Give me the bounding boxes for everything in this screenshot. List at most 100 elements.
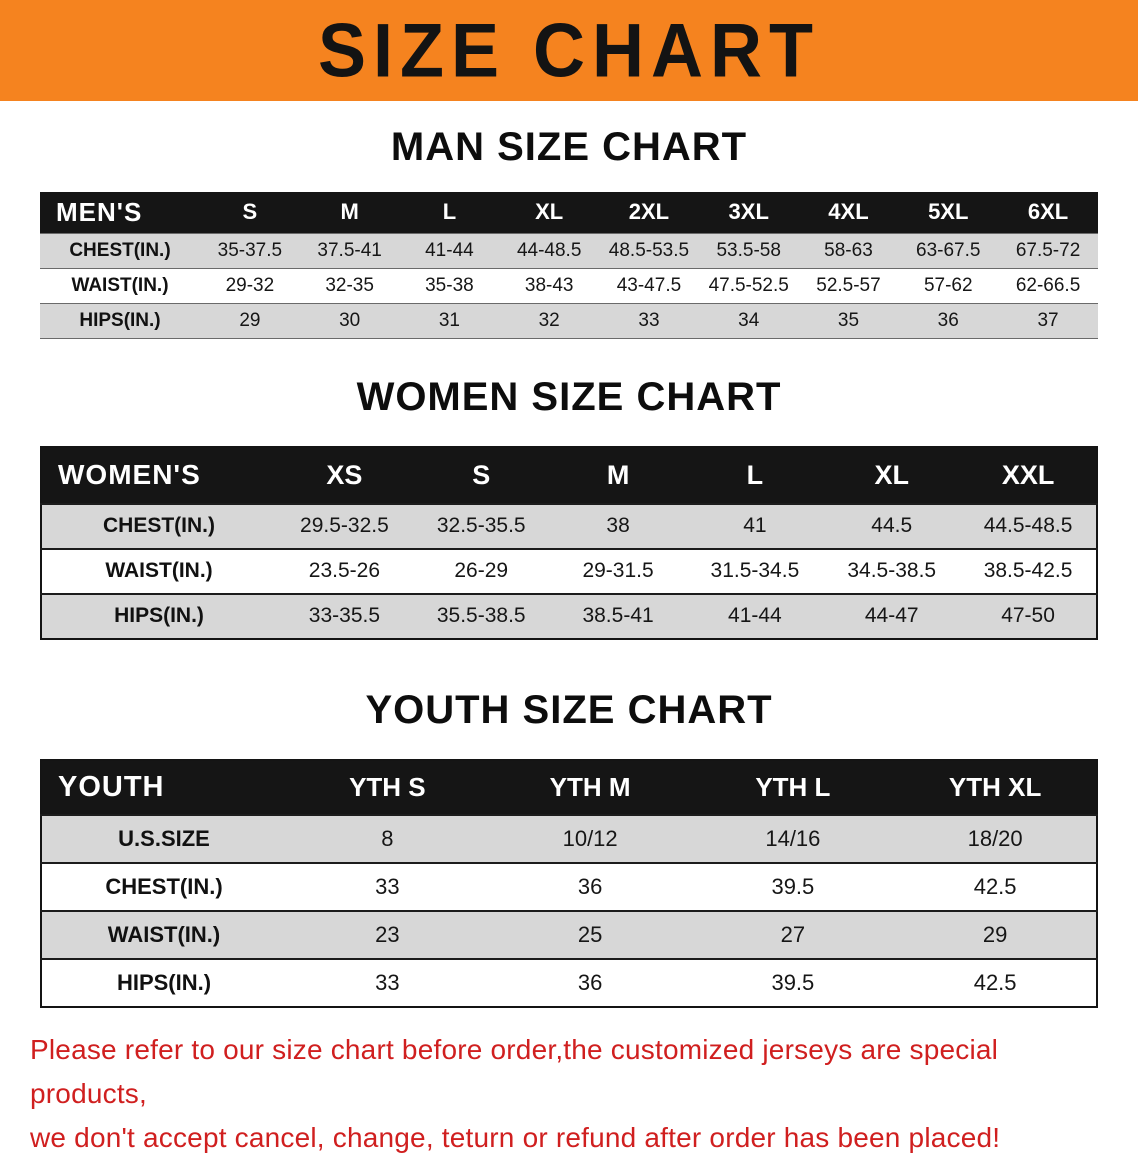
size-value-cell: 62-66.5: [998, 267, 1098, 303]
measurement-row-label: CHEST(IN.): [41, 502, 276, 549]
size-table-row: CHEST(IN.) 29.5-32.5 32.5-35.5 38 41 44.5 44.5…: [41, 502, 1097, 549]
size-table-corner-label: YOUTH: [41, 759, 286, 815]
measurement-row-label: HIPS(IN.): [41, 592, 276, 639]
size-value-cell: 58-63: [798, 232, 899, 268]
measurement-row-label: HIPS(IN.): [41, 957, 286, 1007]
size-column-header: YTH XL: [894, 759, 1097, 815]
size-column-header: XL: [823, 446, 961, 504]
size-value-cell: 29: [200, 302, 300, 339]
size-column-header: 3XL: [698, 192, 799, 233]
size-column-header: YTH M: [488, 759, 692, 815]
size-value-cell: 32: [499, 302, 600, 339]
size-value-cell: 30: [299, 302, 400, 339]
women-size-chart-section: WOMEN SIZE CHART WOMEN'S XS S M L XL XXL CHEST(…: [0, 375, 1138, 640]
size-value-cell: 41-44: [686, 592, 824, 639]
size-column-header: S: [200, 192, 300, 233]
size-column-header: XS: [276, 446, 413, 504]
size-value-cell: 33: [286, 861, 489, 911]
size-value-cell: 67.5-72: [998, 232, 1098, 268]
youth-size-chart-section: YOUTH SIZE CHART YOUTH YTH S YTH M YTH L YTH…: [0, 688, 1138, 1008]
page-title: SIZE CHART: [318, 8, 820, 93]
size-column-header: YTH S: [286, 759, 489, 815]
size-table-row: HIPS(IN.) 33 36 39.5 42.5: [41, 957, 1097, 1007]
size-value-cell: 36: [488, 957, 692, 1007]
size-value-cell: 31: [399, 302, 500, 339]
man-size-chart-heading: MAN SIZE CHART: [390, 125, 748, 169]
size-value-cell: 38.5-41: [549, 592, 687, 639]
size-value-cell: 57-62: [898, 267, 999, 303]
measurement-row-label: WAIST(IN.): [41, 909, 286, 959]
size-column-header: L: [399, 192, 500, 233]
size-value-cell: 29.5-32.5: [276, 502, 413, 549]
measurement-row-label: WAIST(IN.): [40, 267, 200, 303]
size-value-cell: 48.5-53.5: [599, 232, 699, 268]
measurement-row-label: U.S.SIZE: [41, 813, 286, 863]
size-table-corner-label: MEN'S: [40, 192, 200, 233]
size-table-row: WAIST(IN.) 23.5-26 26-29 29-31.5 31.5-34.5 34…: [41, 547, 1097, 594]
size-value-cell: 33-35.5: [276, 592, 413, 639]
size-table-row: HIPS(IN.) 29 30 31 32 33 34 35 36 37: [40, 302, 1098, 339]
measurement-row-label: HIPS(IN.): [40, 302, 200, 339]
size-table-header-row: MEN'S S M L XL 2XL 3XL 4XL 5XL 6XL: [40, 192, 1098, 233]
size-value-cell: 32-35: [299, 267, 400, 303]
size-value-cell: 42.5: [894, 861, 1097, 911]
size-value-cell: 25: [488, 909, 692, 959]
size-value-cell: 27: [691, 909, 895, 959]
measurement-row-label: WAIST(IN.): [41, 547, 276, 594]
size-value-cell: 38-43: [499, 267, 600, 303]
size-value-cell: 31.5-34.5: [686, 547, 824, 594]
size-value-cell: 38.5-42.5: [960, 547, 1097, 594]
size-chart-banner: SIZE CHART: [0, 0, 1138, 101]
size-table-row: CHEST(IN.) 33 36 39.5 42.5: [41, 861, 1097, 911]
size-value-cell: 44.5: [823, 502, 961, 549]
size-value-cell: 44-47: [823, 592, 961, 639]
size-value-cell: 29-32: [200, 267, 300, 303]
size-value-cell: 23.5-26: [276, 547, 413, 594]
women-size-chart-heading: WOMEN SIZE CHART: [356, 374, 782, 419]
size-column-header: XL: [499, 192, 600, 233]
size-table-row: WAIST(IN.) 23 25 27 29: [41, 909, 1097, 959]
size-column-header: S: [412, 446, 550, 504]
size-value-cell: 26-29: [412, 547, 550, 594]
size-table-row: HIPS(IN.) 33-35.5 35.5-38.5 38.5-41 41-44 44-…: [41, 592, 1097, 639]
size-value-cell: 42.5: [894, 957, 1097, 1007]
measurement-row-label: CHEST(IN.): [40, 232, 200, 268]
size-value-cell: 41: [686, 502, 824, 549]
size-value-cell: 35-37.5: [200, 232, 300, 268]
disclaimer-line-1: Please refer to our size chart before or…: [30, 1033, 999, 1109]
size-value-cell: 34: [698, 302, 799, 339]
size-value-cell: 14/16: [691, 813, 895, 863]
size-value-cell: 47-50: [960, 592, 1097, 639]
size-table-corner-label: WOMEN'S: [41, 446, 276, 504]
size-value-cell: 35: [798, 302, 899, 339]
size-value-cell: 33: [286, 957, 489, 1007]
size-value-cell: 34.5-38.5: [823, 547, 961, 594]
size-value-cell: 41-44: [399, 232, 500, 268]
size-column-header: XXL: [960, 446, 1097, 504]
size-value-cell: 29: [894, 909, 1097, 959]
size-table-row: WAIST(IN.) 29-32 32-35 35-38 38-43 43-47.5 47.…: [40, 267, 1098, 303]
size-column-header: YTH L: [691, 759, 895, 815]
size-value-cell: 37: [998, 302, 1098, 339]
size-value-cell: 35-38: [399, 267, 500, 303]
size-table-row: U.S.SIZE 8 10/12 14/16 18/20: [41, 813, 1097, 863]
size-column-header: M: [549, 446, 687, 504]
size-value-cell: 29-31.5: [549, 547, 687, 594]
size-value-cell: 23: [286, 909, 489, 959]
disclaimer-note: Please refer to our size chart before or…: [30, 1028, 1120, 1160]
size-value-cell: 44-48.5: [499, 232, 600, 268]
size-value-cell: 18/20: [894, 813, 1097, 863]
size-value-cell: 39.5: [691, 861, 895, 911]
size-value-cell: 63-67.5: [898, 232, 999, 268]
size-value-cell: 36: [488, 861, 692, 911]
disclaimer-line-2: we don't accept cancel, change, teturn o…: [30, 1121, 1001, 1153]
size-value-cell: 44.5-48.5: [960, 502, 1097, 549]
size-value-cell: 8: [286, 813, 489, 863]
size-column-header: 5XL: [898, 192, 999, 233]
size-value-cell: 52.5-57: [798, 267, 899, 303]
size-value-cell: 35.5-38.5: [412, 592, 550, 639]
size-value-cell: 36: [898, 302, 999, 339]
size-column-header: 2XL: [599, 192, 699, 233]
size-table-header-row: YOUTH YTH S YTH M YTH L YTH XL: [41, 759, 1097, 815]
size-value-cell: 43-47.5: [599, 267, 699, 303]
